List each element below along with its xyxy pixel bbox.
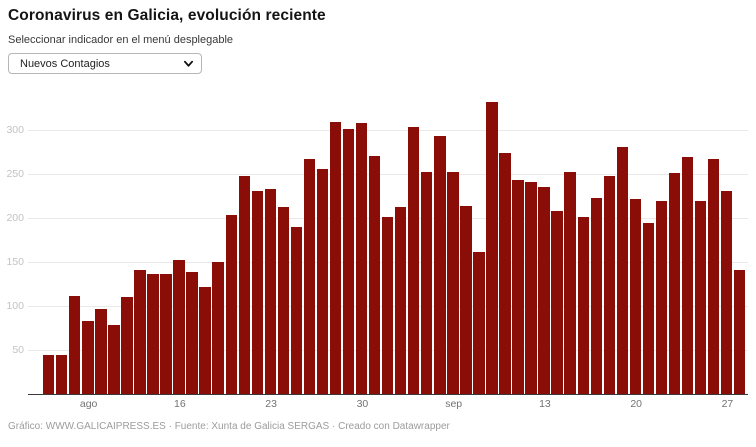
chart-subtitle: Seleccionar indicador en el menú despleg… <box>8 34 234 46</box>
x-axis-line <box>28 394 748 395</box>
bar[interactable] <box>590 197 602 394</box>
bar[interactable] <box>108 324 120 394</box>
y-axis-tick-label: 150 <box>6 256 24 269</box>
bar[interactable] <box>251 190 263 394</box>
bar[interactable] <box>603 176 615 394</box>
bar[interactable] <box>329 122 342 394</box>
x-axis-tick-label: 20 <box>630 398 643 410</box>
bar[interactable] <box>629 198 642 394</box>
bar[interactable] <box>212 262 224 394</box>
bar[interactable] <box>668 173 681 394</box>
bar[interactable] <box>43 355 55 394</box>
bar[interactable] <box>277 206 290 394</box>
bar[interactable] <box>69 295 81 394</box>
bar[interactable] <box>82 321 94 394</box>
bar[interactable] <box>486 102 498 394</box>
y-gridline <box>28 174 748 176</box>
bar[interactable] <box>381 217 394 394</box>
y-axis-tick-label: 200 <box>6 212 24 225</box>
bar[interactable] <box>538 186 550 394</box>
bar[interactable] <box>186 271 198 394</box>
bar[interactable] <box>720 190 733 394</box>
bar[interactable] <box>316 168 329 394</box>
bar[interactable] <box>733 270 746 394</box>
bar[interactable] <box>551 211 563 394</box>
x-axis-tick-label: 30 <box>356 398 369 410</box>
bar[interactable] <box>147 274 159 394</box>
indicator-select[interactable]: Nuevos Contagios <box>8 53 202 74</box>
bar[interactable] <box>707 159 720 394</box>
chevron-down-icon <box>184 60 193 67</box>
bar[interactable] <box>160 273 172 394</box>
bar[interactable] <box>499 153 511 394</box>
bar[interactable] <box>460 205 472 394</box>
bar[interactable] <box>694 200 707 394</box>
x-axis-tick-label: sep <box>445 398 463 410</box>
bar[interactable] <box>434 136 446 394</box>
bar[interactable] <box>303 159 316 394</box>
x-axis-tick-label: 16 <box>174 398 186 410</box>
bar[interactable] <box>368 155 381 394</box>
bar[interactable] <box>264 189 277 394</box>
bar[interactable] <box>225 214 237 394</box>
bar[interactable] <box>342 129 355 394</box>
bar[interactable] <box>681 156 694 394</box>
x-axis-tick-label: 23 <box>265 398 277 410</box>
bar[interactable] <box>56 355 68 394</box>
bar[interactable] <box>199 286 211 394</box>
y-axis-tick-label: 300 <box>6 124 24 137</box>
bar[interactable] <box>421 172 433 394</box>
y-axis-tick-label: 250 <box>6 168 24 181</box>
bar[interactable] <box>447 171 459 394</box>
y-axis-tick-label: 50 <box>12 344 24 357</box>
bar[interactable] <box>525 182 537 394</box>
bar[interactable] <box>564 171 576 394</box>
bar[interactable] <box>616 147 629 394</box>
x-axis-tick-label: ago <box>79 398 98 410</box>
y-axis-tick-label: 100 <box>6 300 24 313</box>
indicator-select-value: Nuevos Contagios <box>20 57 110 70</box>
bar[interactable] <box>173 260 185 394</box>
bar[interactable] <box>408 126 420 394</box>
page-title: Coronavirus en Galicia, evolución recien… <box>8 7 326 24</box>
bar[interactable] <box>355 123 368 394</box>
x-axis-tick-label: 27 <box>721 398 734 410</box>
bar[interactable] <box>512 180 524 394</box>
x-axis-tick-label: 13 <box>539 398 551 410</box>
chart-attribution: Gráfico: WWW.GALICAIPRESS.ES · Fuente: X… <box>8 421 450 432</box>
bar[interactable] <box>395 206 407 394</box>
bar[interactable] <box>655 200 668 394</box>
bar[interactable] <box>121 297 133 394</box>
bar[interactable] <box>95 308 107 394</box>
bar[interactable] <box>577 217 589 394</box>
bar[interactable] <box>238 176 250 394</box>
bar[interactable] <box>642 222 655 394</box>
y-gridline <box>28 130 748 132</box>
bar[interactable] <box>473 252 485 394</box>
bar[interactable] <box>290 226 303 394</box>
bar[interactable] <box>134 270 146 394</box>
